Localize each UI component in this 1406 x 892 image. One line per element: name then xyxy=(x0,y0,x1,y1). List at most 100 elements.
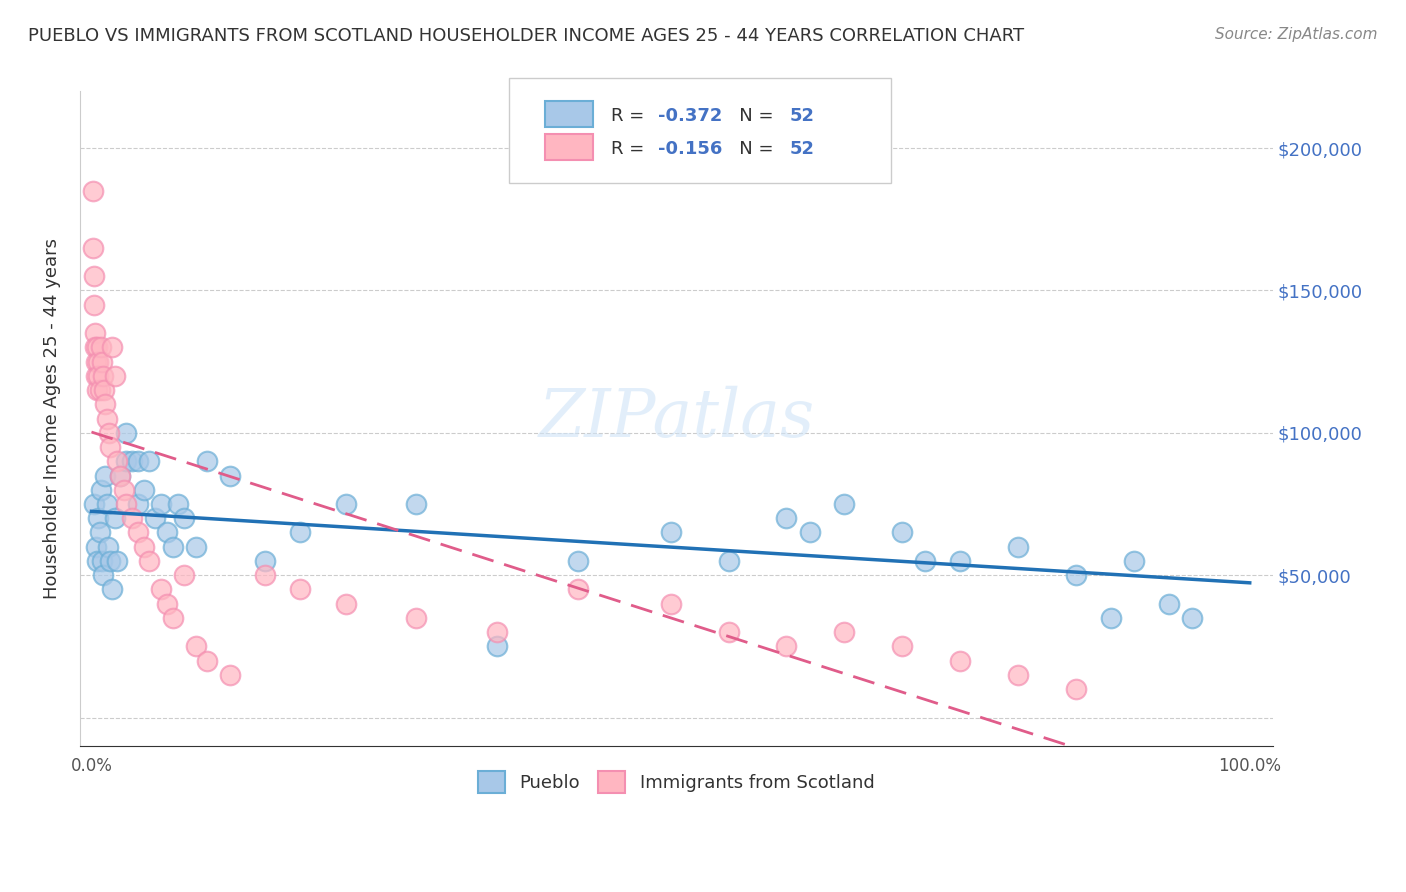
Pueblo xyxy=(288,525,311,540)
Text: R =: R = xyxy=(610,140,650,158)
Pueblo xyxy=(127,497,149,511)
Immigrants from Scotland xyxy=(254,568,277,582)
Pueblo xyxy=(127,454,149,468)
Pueblo xyxy=(87,511,110,525)
Pueblo xyxy=(97,540,120,554)
Pueblo xyxy=(659,525,682,540)
Text: 52: 52 xyxy=(790,107,814,125)
Immigrants from Scotland xyxy=(84,340,107,354)
Immigrants from Scotland xyxy=(84,368,107,383)
FancyBboxPatch shape xyxy=(546,101,593,128)
Immigrants from Scotland xyxy=(195,654,218,668)
Pueblo xyxy=(115,425,138,440)
Immigrants from Scotland xyxy=(82,184,104,198)
Immigrants from Scotland xyxy=(98,440,121,454)
Pueblo xyxy=(98,554,121,568)
Pueblo xyxy=(84,540,107,554)
Pueblo xyxy=(138,454,160,468)
Text: Source: ZipAtlas.com: Source: ZipAtlas.com xyxy=(1215,27,1378,42)
Immigrants from Scotland xyxy=(659,597,682,611)
Immigrants from Scotland xyxy=(288,582,311,597)
Immigrants from Scotland xyxy=(91,368,114,383)
Immigrants from Scotland xyxy=(156,597,179,611)
Immigrants from Scotland xyxy=(84,354,107,368)
Pueblo xyxy=(405,497,427,511)
Pueblo xyxy=(1157,597,1180,611)
Immigrants from Scotland xyxy=(1007,668,1029,682)
Pueblo xyxy=(156,525,179,540)
Immigrants from Scotland xyxy=(567,582,589,597)
Immigrants from Scotland xyxy=(149,582,172,597)
Pueblo xyxy=(101,582,124,597)
Immigrants from Scotland xyxy=(834,625,856,640)
Immigrants from Scotland xyxy=(97,425,120,440)
Pueblo xyxy=(254,554,277,568)
Pueblo xyxy=(799,525,821,540)
Text: N =: N = xyxy=(721,140,779,158)
Pueblo xyxy=(717,554,740,568)
Pueblo xyxy=(86,554,108,568)
Immigrants from Scotland xyxy=(949,654,972,668)
Immigrants from Scotland xyxy=(82,241,104,255)
Y-axis label: Householder Income Ages 25 - 44 years: Householder Income Ages 25 - 44 years xyxy=(44,238,60,599)
Pueblo xyxy=(90,554,112,568)
Pueblo xyxy=(184,540,207,554)
Immigrants from Scotland xyxy=(83,298,105,312)
Pueblo xyxy=(1064,568,1087,582)
Immigrants from Scotland xyxy=(87,368,110,383)
Text: N =: N = xyxy=(721,107,779,125)
Immigrants from Scotland xyxy=(485,625,508,640)
Pueblo xyxy=(89,525,111,540)
Text: PUEBLO VS IMMIGRANTS FROM SCOTLAND HOUSEHOLDER INCOME AGES 25 - 44 YEARS CORRELA: PUEBLO VS IMMIGRANTS FROM SCOTLAND HOUSE… xyxy=(28,27,1024,45)
Immigrants from Scotland xyxy=(90,340,112,354)
Immigrants from Scotland xyxy=(891,640,914,654)
Pueblo xyxy=(1099,611,1122,625)
Pueblo xyxy=(162,540,184,554)
Pueblo xyxy=(96,497,118,511)
Immigrants from Scotland xyxy=(219,668,242,682)
Immigrants from Scotland xyxy=(90,354,112,368)
Pueblo xyxy=(94,468,117,483)
Text: R =: R = xyxy=(610,107,650,125)
Immigrants from Scotland xyxy=(717,625,740,640)
Immigrants from Scotland xyxy=(104,368,127,383)
Immigrants from Scotland xyxy=(112,483,135,497)
Immigrants from Scotland xyxy=(94,397,117,411)
Text: -0.156: -0.156 xyxy=(658,140,723,158)
Pueblo xyxy=(195,454,218,468)
Pueblo xyxy=(91,568,114,582)
Pueblo xyxy=(485,640,508,654)
Pueblo xyxy=(949,554,972,568)
Pueblo xyxy=(121,454,143,468)
Immigrants from Scotland xyxy=(127,525,149,540)
Pueblo xyxy=(1181,611,1204,625)
Immigrants from Scotland xyxy=(775,640,797,654)
Pueblo xyxy=(834,497,856,511)
Pueblo xyxy=(335,497,357,511)
Pueblo xyxy=(1122,554,1144,568)
Immigrants from Scotland xyxy=(110,468,132,483)
Immigrants from Scotland xyxy=(83,269,105,284)
Immigrants from Scotland xyxy=(87,354,110,368)
Pueblo xyxy=(149,497,172,511)
Immigrants from Scotland xyxy=(184,640,207,654)
Immigrants from Scotland xyxy=(101,340,124,354)
Immigrants from Scotland xyxy=(96,411,118,425)
Pueblo xyxy=(219,468,242,483)
Pueblo xyxy=(1007,540,1029,554)
Pueblo xyxy=(83,497,105,511)
Immigrants from Scotland xyxy=(93,383,115,397)
Immigrants from Scotland xyxy=(84,326,107,341)
Immigrants from Scotland xyxy=(132,540,155,554)
Pueblo xyxy=(90,483,112,497)
Text: ZIPatlas: ZIPatlas xyxy=(538,386,814,451)
Immigrants from Scotland xyxy=(86,340,108,354)
Pueblo xyxy=(104,511,127,525)
Immigrants from Scotland xyxy=(138,554,160,568)
Immigrants from Scotland xyxy=(1064,681,1087,696)
Pueblo xyxy=(167,497,190,511)
Immigrants from Scotland xyxy=(86,383,108,397)
Pueblo xyxy=(173,511,195,525)
FancyBboxPatch shape xyxy=(509,78,891,183)
Immigrants from Scotland xyxy=(162,611,184,625)
